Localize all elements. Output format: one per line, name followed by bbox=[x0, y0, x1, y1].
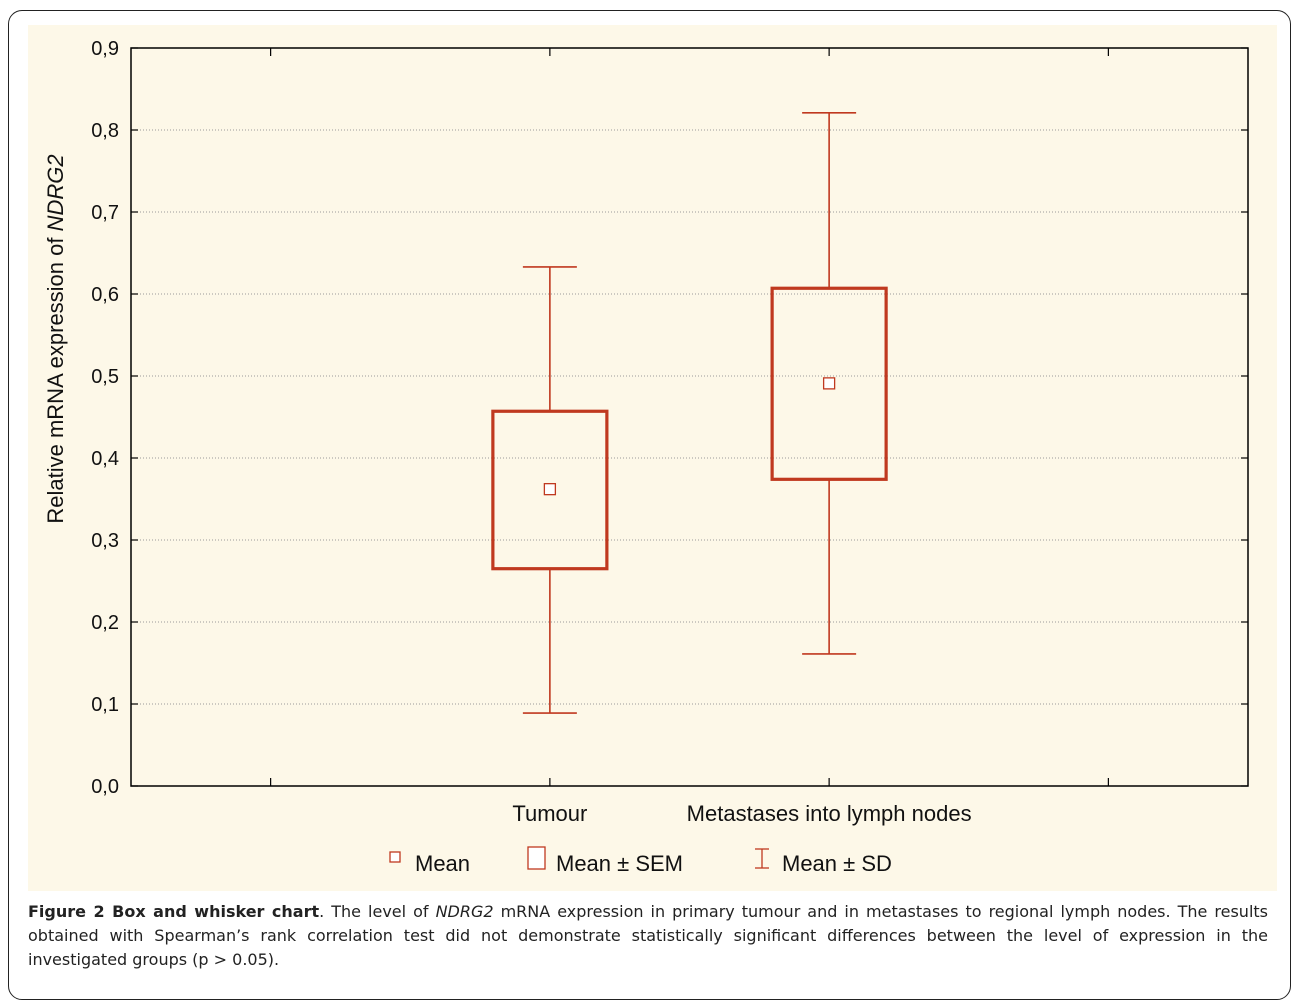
y-tick-label: 0,5 bbox=[91, 366, 119, 388]
y-tick-label: 0,3 bbox=[91, 530, 119, 552]
legend: Mean Mean ± SEM Mean ± SD bbox=[389, 846, 892, 876]
legend-mean-icon bbox=[389, 851, 401, 863]
y-tick-label: 0,9 bbox=[91, 38, 119, 60]
box-group bbox=[491, 266, 609, 714]
y-tick-label: 0,7 bbox=[91, 202, 119, 224]
mean-marker bbox=[822, 377, 836, 390]
box-whisker-chart: 0,0 0,1 0,2 0,3 0,4 0,5 0,6 0,7 0,8 0,9 Tumour Meta… bbox=[43, 38, 1249, 876]
y-axis-label-prefix: Relative mRNA expression of bbox=[43, 231, 68, 523]
x-category-label: Metastases into lymph nodes bbox=[687, 801, 972, 826]
y-tick-label: 0,8 bbox=[91, 120, 119, 142]
axis-ticks: 0,0 0,1 0,2 0,3 0,4 0,5 0,6 0,7 0,8 0,9 Tumour Meta… bbox=[91, 38, 1248, 826]
y-tick-label: 0,0 bbox=[91, 776, 119, 798]
caption-text-1: . The level of bbox=[319, 902, 436, 921]
box-group bbox=[770, 111, 888, 655]
legend-sem-icon bbox=[527, 846, 546, 870]
legend-sem-label: Mean ± SEM bbox=[556, 851, 683, 876]
y-tick-label: 0,2 bbox=[91, 612, 119, 634]
gridlines bbox=[131, 129, 1248, 705]
figure-caption: Figure 2 Box and whisker chart. The leve… bbox=[28, 900, 1268, 972]
legend-sd-label: Mean ± SD bbox=[782, 851, 892, 876]
y-axis-label-gene: NDRG2 bbox=[43, 154, 68, 231]
caption-label: Figure 2 Box and whisker chart bbox=[28, 902, 320, 921]
caption-text-2: mRNA expression in primary tumour and in… bbox=[28, 902, 1269, 969]
caption-gene: NDRG2 bbox=[435, 902, 494, 921]
sem-box bbox=[491, 409, 609, 571]
y-axis-label: Relative mRNA expression of NDRG2 bbox=[43, 154, 68, 523]
x-category-label: Tumour bbox=[512, 801, 587, 826]
y-tick-label: 0,1 bbox=[91, 694, 119, 716]
sem-box bbox=[770, 286, 888, 481]
y-tick-label: 0,6 bbox=[91, 284, 119, 306]
plot-area bbox=[130, 47, 1249, 787]
y-tick-label: 0,4 bbox=[91, 448, 119, 470]
mean-marker bbox=[543, 483, 557, 496]
legend-mean-label: Mean bbox=[415, 851, 470, 876]
data-marks bbox=[491, 111, 888, 714]
